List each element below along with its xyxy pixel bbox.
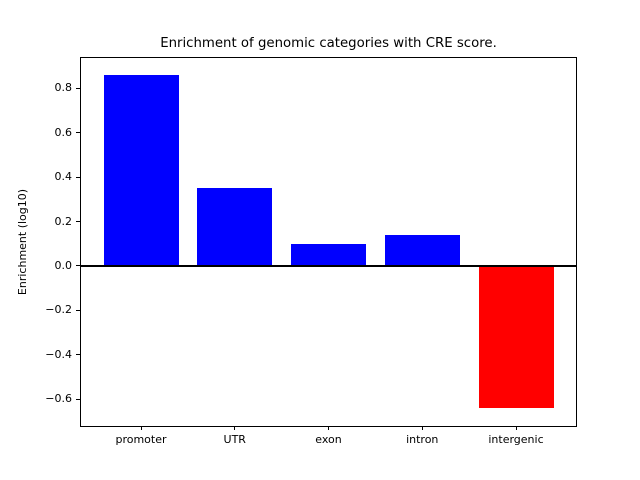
y-tick-label: −0.6 bbox=[45, 392, 72, 406]
y-tick-label: 0.0 bbox=[54, 258, 73, 272]
y-tick-label: 0.4 bbox=[54, 170, 73, 184]
y-tick bbox=[76, 309, 80, 311]
plot-area: 0.8 0.6 0.4 0.2 0.0 −0.2 −0.4 −0.6 promoter UTR ex… bbox=[45, 57, 577, 446]
x-tick-label: exon bbox=[315, 433, 342, 446]
y-tick bbox=[76, 354, 80, 356]
y-tick bbox=[76, 265, 80, 267]
y-tick-label: −0.2 bbox=[45, 303, 72, 317]
y-tick bbox=[76, 398, 80, 400]
y-tick bbox=[76, 221, 80, 223]
x-tick-label: promoter bbox=[115, 433, 167, 446]
bar-promoter bbox=[103, 75, 179, 266]
y-tick-label: 0.8 bbox=[54, 81, 73, 95]
y-tick bbox=[76, 87, 80, 89]
chart-title: Enrichment of genomic categories with CR… bbox=[160, 36, 497, 51]
x-tick bbox=[234, 426, 236, 430]
x-tick-label: intron bbox=[406, 433, 439, 446]
bar-intron bbox=[384, 234, 460, 266]
x-tick bbox=[515, 426, 517, 430]
y-tick-label: 0.2 bbox=[54, 214, 73, 228]
x-tick bbox=[421, 426, 423, 430]
zero-line bbox=[81, 264, 576, 267]
bar-intergenic bbox=[478, 265, 554, 409]
x-tick-label: UTR bbox=[223, 433, 246, 446]
x-tick bbox=[140, 426, 142, 430]
bar-UTR bbox=[197, 188, 273, 266]
x-tick-label: intergenic bbox=[488, 433, 544, 446]
x-tick bbox=[328, 426, 329, 430]
y-tick bbox=[76, 132, 80, 134]
y-tick-label: −0.4 bbox=[45, 347, 72, 361]
y-tick-label: 0.6 bbox=[54, 125, 73, 139]
y-tick bbox=[76, 176, 80, 178]
bar-exon bbox=[291, 243, 366, 266]
